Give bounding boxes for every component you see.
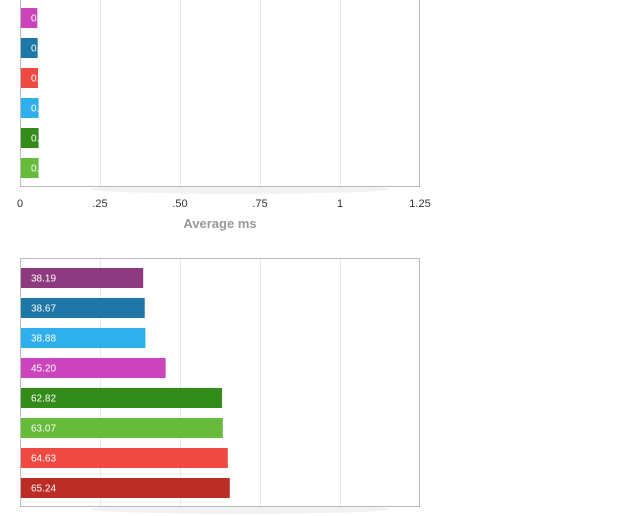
tick-label: .25 [92,198,107,210]
bar [21,358,166,378]
bar [21,38,38,58]
bar-label: 62.82 [31,394,56,405]
bar [21,328,146,348]
bar-label: 0.055 [31,104,56,115]
bar-label: 63.07 [31,424,56,435]
bar-label: 0.052 [31,44,56,55]
bar-label: 38.19 [31,274,56,285]
bar-label: 0.053 [31,74,56,85]
x-axis-title: Average ms [183,216,256,231]
bar-label: 64.63 [31,454,56,465]
bar [21,298,145,318]
bar-label: 65.24 [31,484,56,495]
bar-label: 0.055 [31,134,56,145]
bar [21,98,39,118]
tick-label: .75 [252,198,267,210]
tick-label: .50 [172,198,187,210]
bar [21,268,144,288]
bar-label: 38.88 [31,334,56,345]
bar [21,478,230,498]
chart-top: 0.051 0.052 0.053 0.055 0.055 0.055 0 .25 .50 .75… [17,0,431,231]
bar [21,158,39,178]
bar-label: 0.051 [31,14,56,25]
tick-label: 1 [337,198,343,210]
tick-label: 1.25 [409,198,430,210]
bar [21,128,39,148]
plot-frame [20,0,420,187]
bar-label: 38.67 [31,304,56,315]
chart-bottom: 38.19 38.67 38.88 45.20 62.82 63.07 64.63 65.24 [20,258,420,514]
plot-frame [20,258,420,507]
bar-label: 0.055 [31,164,56,175]
bar [21,8,38,28]
tick-label: 0 [17,198,23,210]
bar [21,448,228,468]
bar [21,68,38,88]
bar [21,418,223,438]
bar [21,388,223,408]
bar-label: 45.20 [31,364,56,375]
